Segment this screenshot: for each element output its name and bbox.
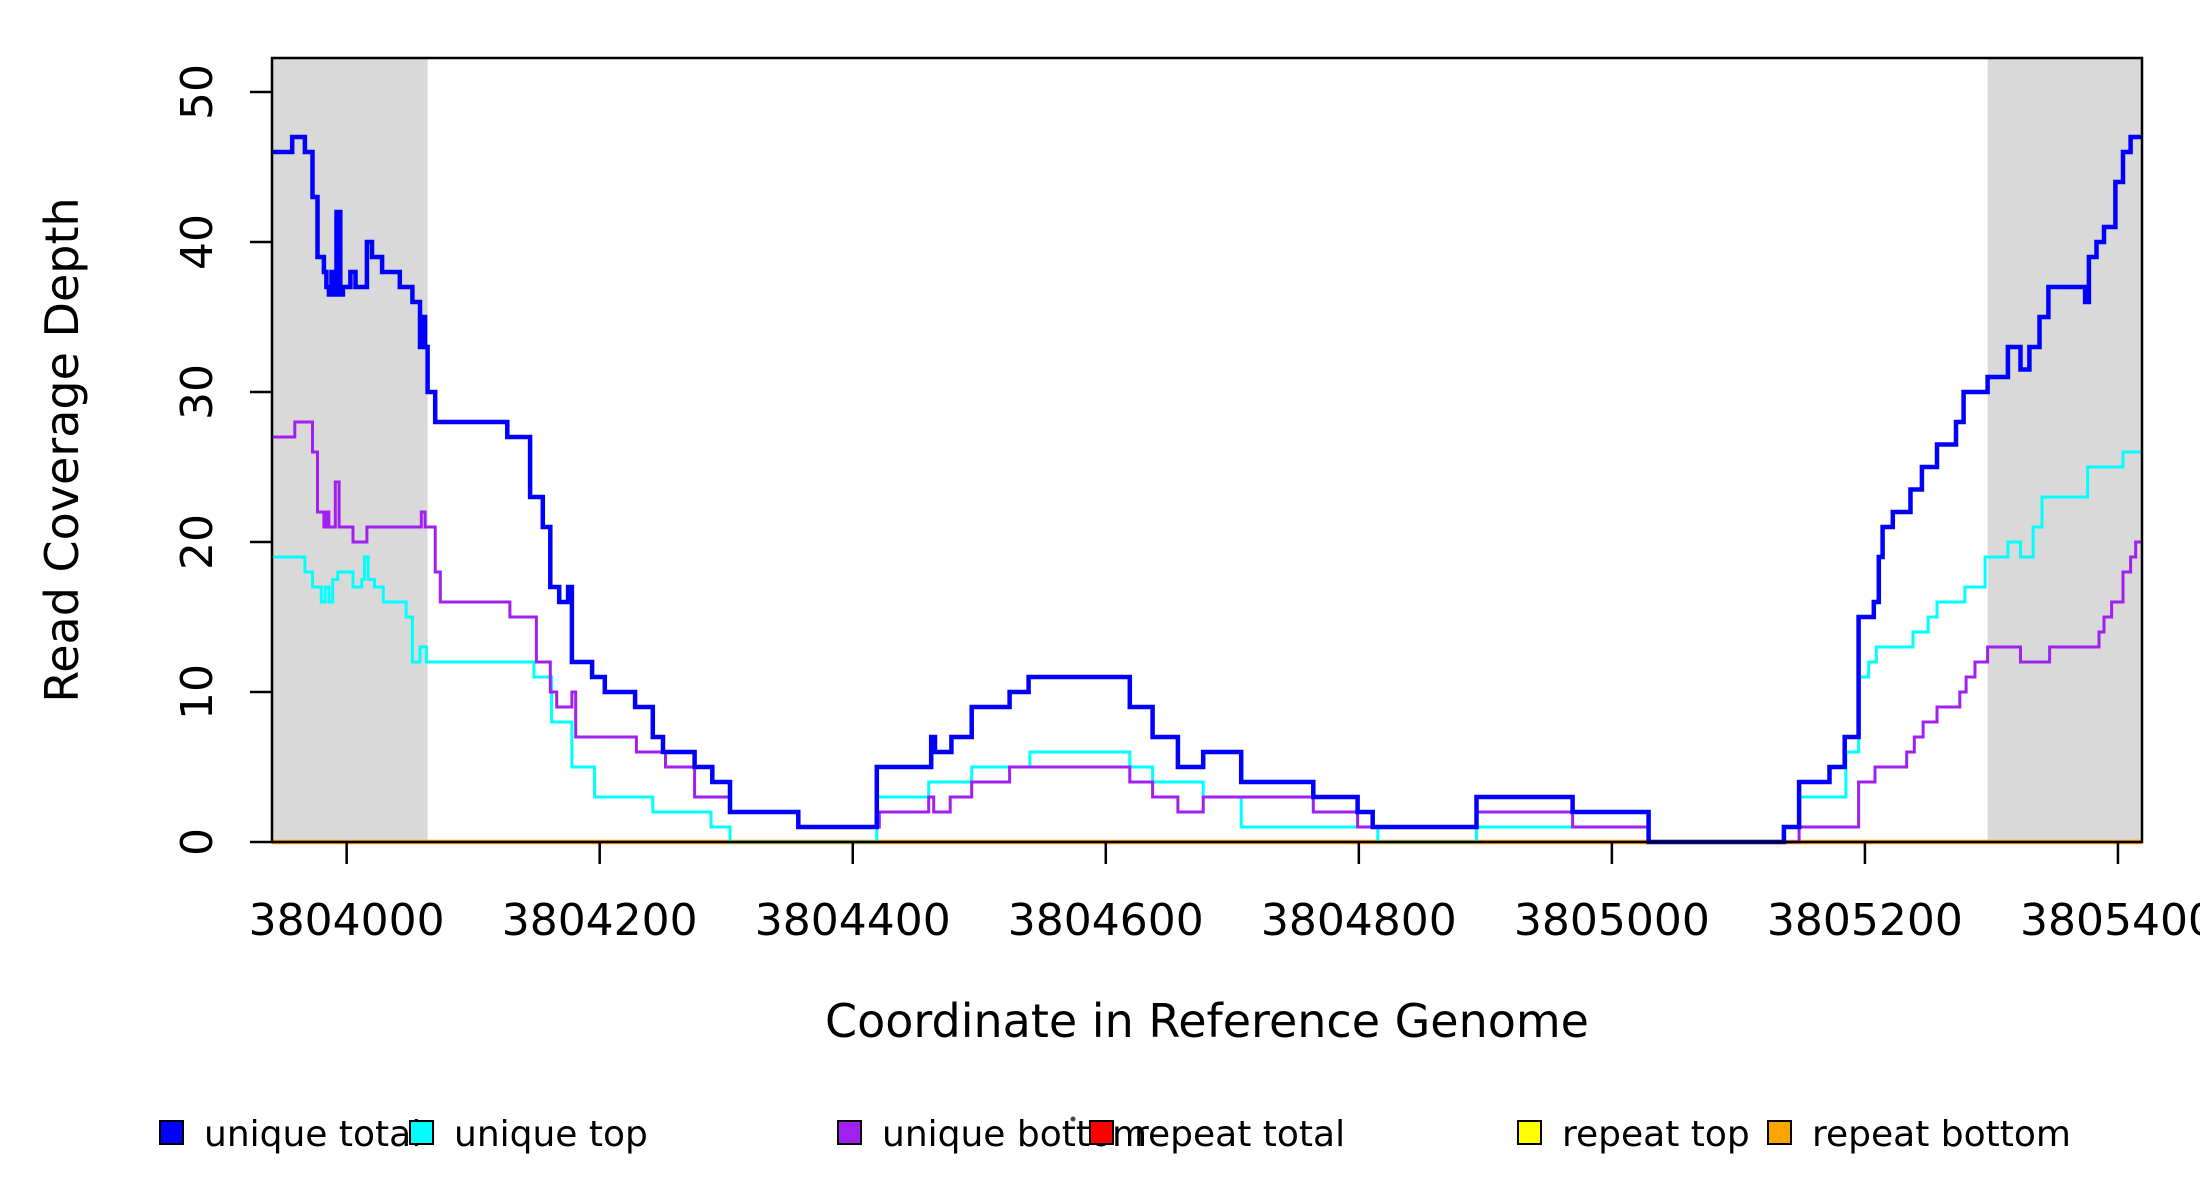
x-tick-label: 3804000 — [249, 895, 445, 946]
legend: unique total unique top unique bottomrepea… — [159, 1114, 2071, 1155]
legend-item-repeat-total: repeat total — [1089, 1114, 1345, 1155]
legend-item-repeat-bottom: repeat bottom — [1767, 1114, 2071, 1155]
legend-label: repeat bottom — [1812, 1114, 2071, 1155]
x-tick-label: 3804200 — [502, 895, 698, 946]
y-axis-title: Read Coverage Depth — [35, 197, 89, 702]
shaded-region-1 — [1987, 58, 2142, 842]
y-tick-label: 40 — [172, 214, 223, 270]
coverage-series — [272, 134, 2142, 845]
legend-label: repeat top — [1562, 1114, 1750, 1155]
shaded-region-0 — [272, 58, 428, 842]
legend-item-unique-top: unique top — [409, 1114, 648, 1155]
legend-item-unique-total: unique total — [159, 1114, 421, 1155]
axes — [270, 56, 2144, 844]
legend-label: repeat total — [1134, 1114, 1345, 1155]
x-tick-label: 3804400 — [755, 895, 951, 946]
series-unique-total — [272, 134, 2142, 845]
x-tick-label: 3804600 — [1008, 895, 1204, 946]
legend-swatch — [837, 1120, 862, 1145]
stray-dot — [1070, 1116, 1076, 1122]
legend-swatch — [159, 1120, 184, 1145]
shaded-regions — [272, 58, 2142, 842]
legend-label: unique top — [454, 1114, 648, 1155]
legend-swatch — [409, 1120, 434, 1145]
x-axis-title: Coordinate in Reference Genome — [825, 994, 1589, 1048]
y-tick-label: 30 — [172, 364, 223, 420]
y-tick-label: 50 — [172, 64, 223, 120]
legend-swatch — [1089, 1120, 1114, 1145]
tick-marks — [250, 90, 2120, 864]
plot-box — [270, 56, 2144, 844]
legend-swatch — [1517, 1120, 1542, 1145]
y-tick-labels: 0 10 20 30 40 50 — [172, 64, 223, 856]
x-tick-label: 3805400 — [2020, 895, 2200, 946]
y-tick-label: 20 — [172, 514, 223, 570]
x-tick-labels: 3804000 3804200 3804400 3804600 3804800 38050… — [249, 895, 2200, 946]
y-tick-label: 10 — [172, 664, 223, 720]
x-tick-label: 3805000 — [1514, 895, 1710, 946]
legend-label: unique total — [204, 1114, 421, 1155]
series-unique-top — [272, 450, 2142, 844]
series-unique-bottom — [272, 420, 2142, 844]
y-tick-label: 0 — [172, 828, 223, 856]
x-tick-label: 3804800 — [1261, 895, 1457, 946]
legend-swatch — [1767, 1120, 1792, 1145]
legend-item-repeat-top: repeat top — [1517, 1114, 1750, 1155]
x-tick-label: 3805200 — [1767, 895, 1963, 946]
